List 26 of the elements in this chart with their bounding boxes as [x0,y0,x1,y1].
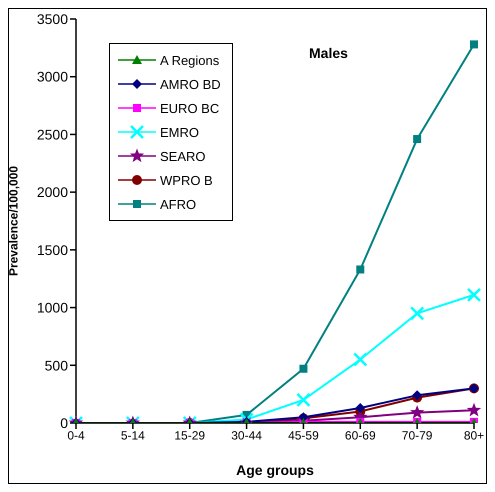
x-axis-title: Age groups [236,462,314,478]
legend-label: WPRO B [160,172,213,188]
y-tick-label: 0 [60,414,68,431]
y-tick-label: 500 [44,357,68,374]
x-tick-label: 30-44 [231,428,262,443]
x-tick-label: 45-59 [288,428,320,443]
legend-label: AFRO [160,196,196,212]
x-tick-label: 80+ [464,428,484,443]
x-tick-label: 60-69 [344,428,376,443]
y-axis-title: Prevalence/100,000 [6,166,20,276]
x-tick-label: 15-29 [174,428,206,443]
y-tick-label: 1500 [36,242,68,258]
legend-label: EMRO [160,124,199,140]
y-tick-label: 1000 [36,300,68,316]
x-tick-label: 70-79 [402,428,433,443]
legend-label: AMRO BD [160,76,221,92]
y-tick-label: 2500 [36,126,68,142]
y-tick-label: 2000 [36,184,68,200]
y-tick-label: 3000 [36,68,68,85]
legend-label: SEARO [160,148,206,164]
legend-label: A Regions [160,52,220,68]
x-tick-label: 0-4 [67,428,85,443]
legend-label: EURO BC [160,100,220,116]
text: Males [309,45,348,61]
x-tick-label: 5-14 [120,428,146,443]
y-tick-label: 3500 [36,10,68,27]
